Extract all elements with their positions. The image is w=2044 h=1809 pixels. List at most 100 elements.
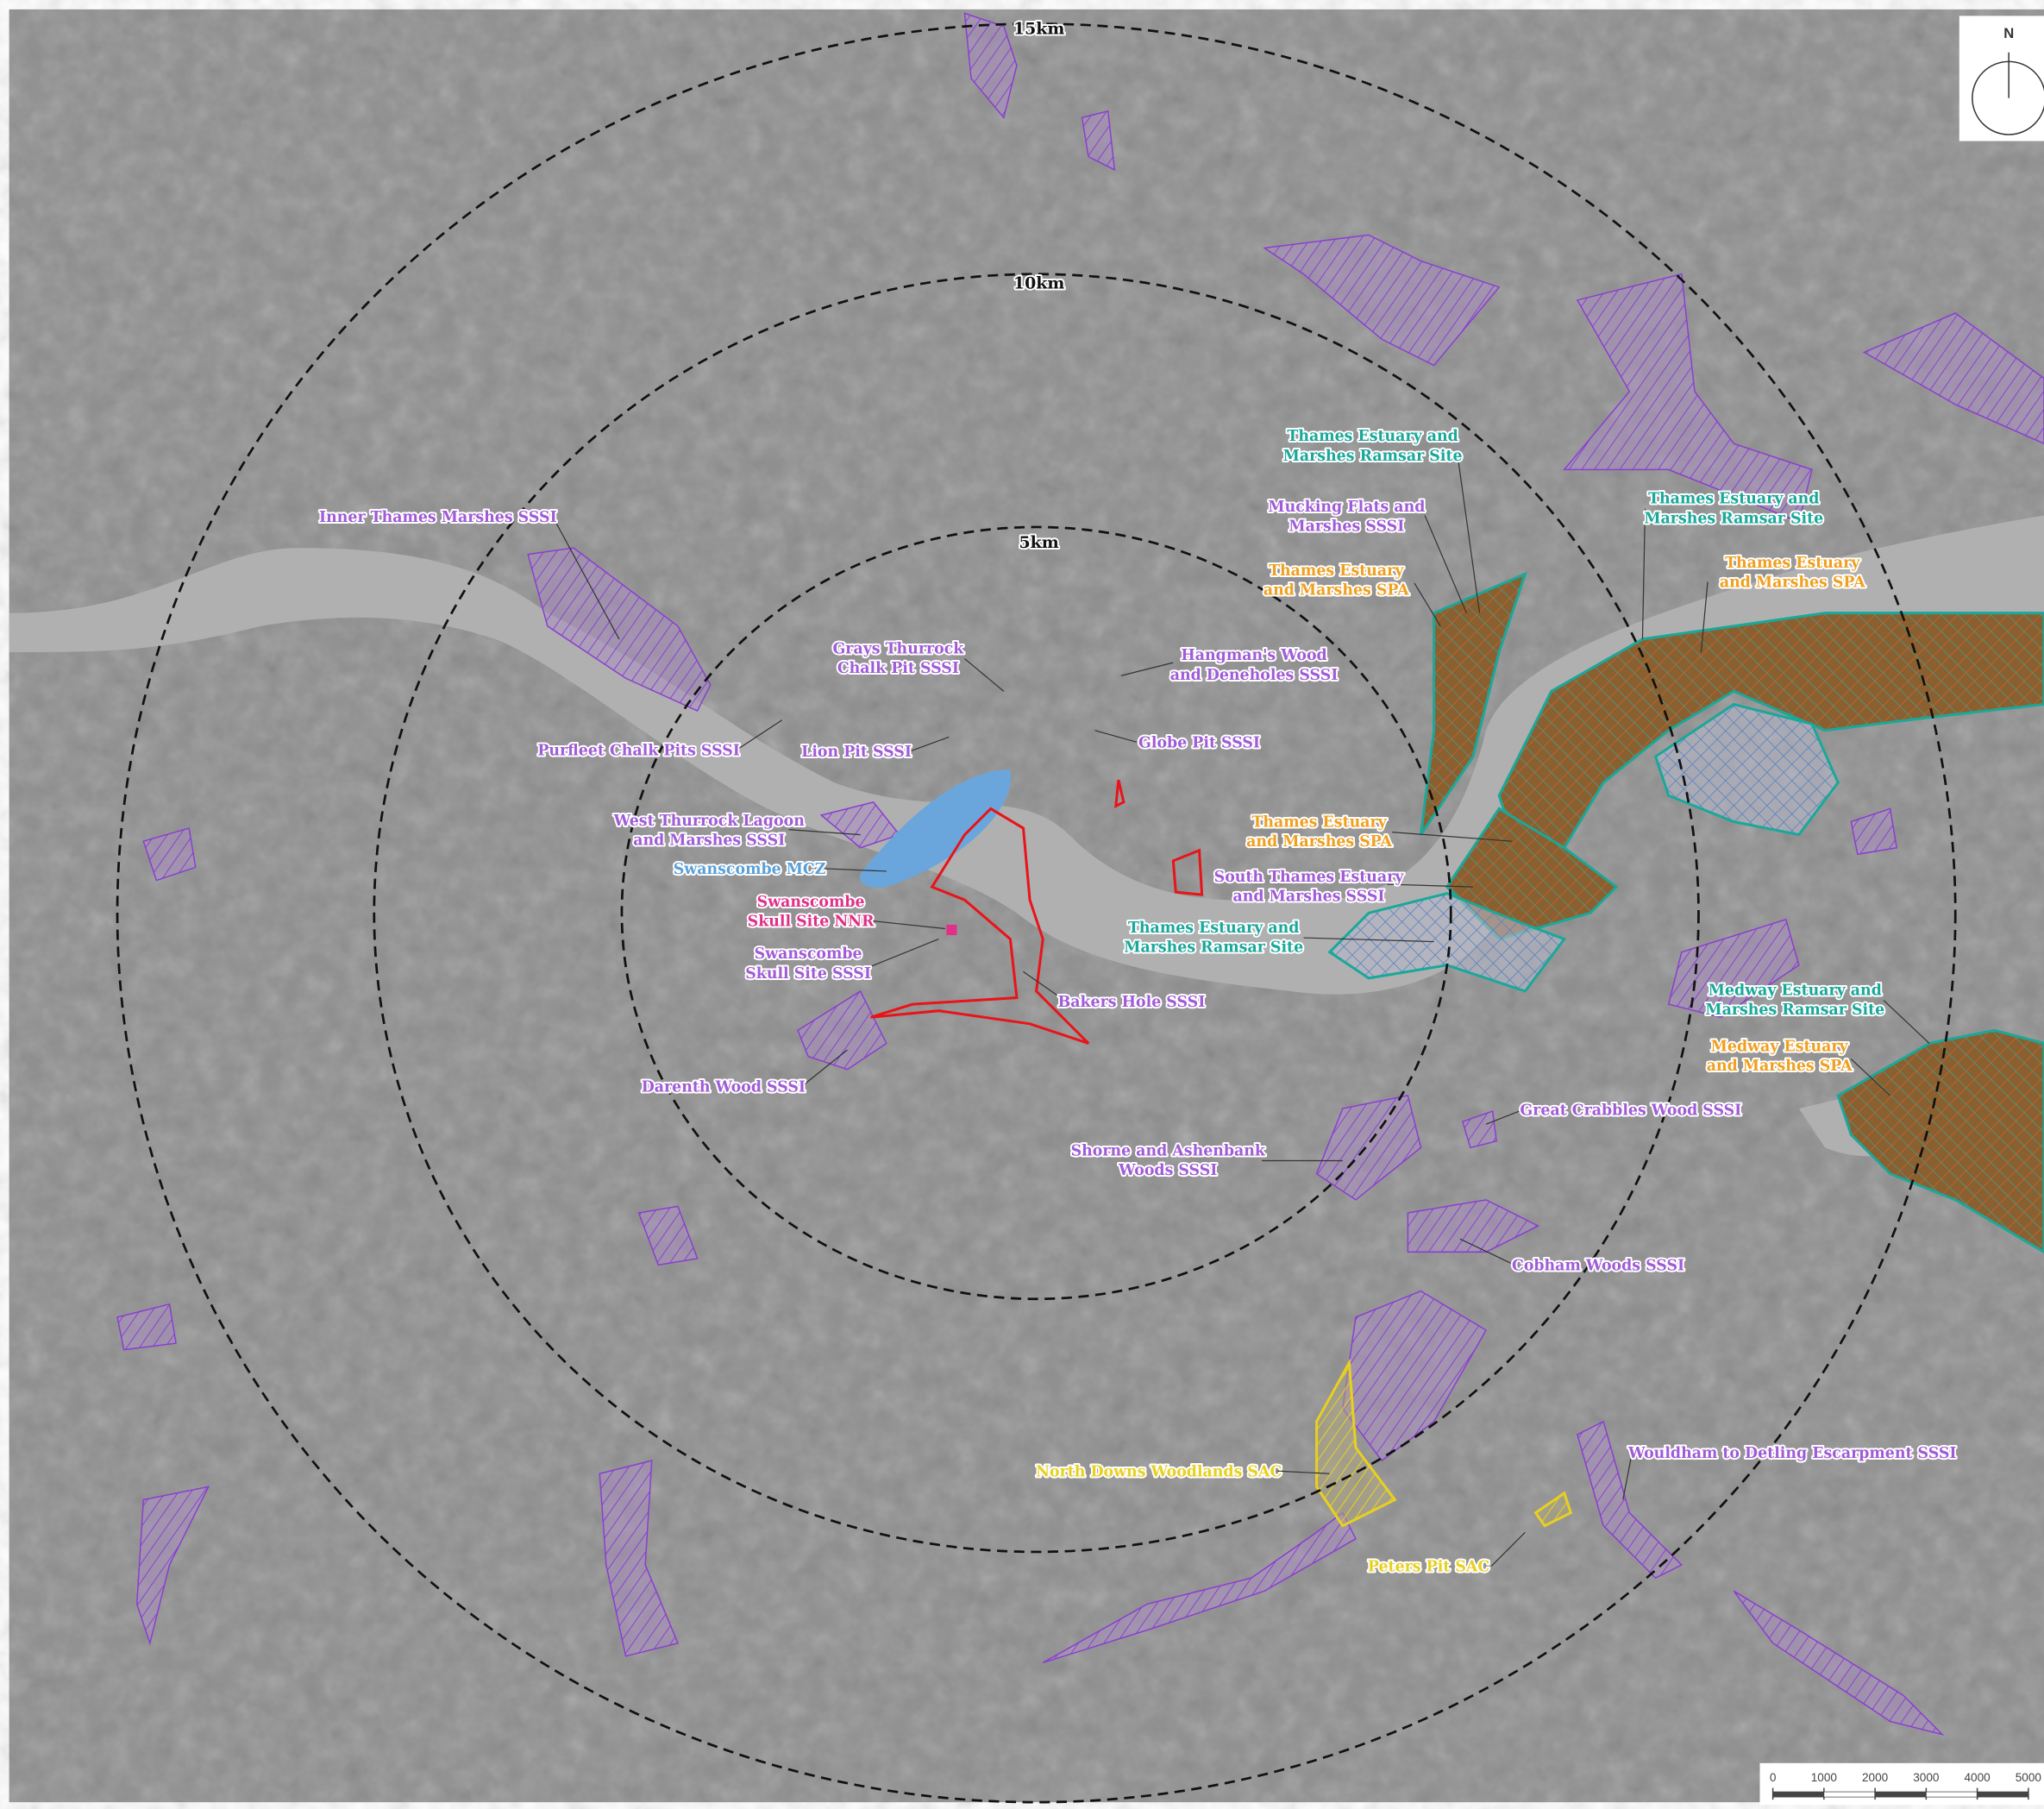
label-line: Marshes Ramsar Site xyxy=(1124,939,1303,957)
site-label: Globe Pit SSSI xyxy=(1138,734,1260,751)
sssi-area xyxy=(1862,312,2044,445)
label-line: Thames Estuary and xyxy=(1287,428,1458,445)
label-line: Thames Estuary xyxy=(1269,562,1404,580)
label-line: Thames Estuary and xyxy=(1648,491,1819,508)
label-line: Thames Estuary and xyxy=(1128,920,1299,937)
label-line: and Marshes SSSI xyxy=(1233,889,1385,906)
ramsar-south xyxy=(1327,892,1567,993)
site-label: Thames Estuary and Marshes SPA xyxy=(1720,555,1865,592)
leader-line xyxy=(552,516,620,640)
peters-pit-sac xyxy=(1533,1491,1573,1528)
label-line: Medway Estuary xyxy=(1711,1039,1849,1056)
leader-line xyxy=(801,1049,848,1087)
site-label: Medway Estuary and Marshes SPA xyxy=(1707,1039,1853,1076)
site-label: South Thames Estuary and Marshes SSSI xyxy=(1214,869,1405,906)
scale-segment xyxy=(1772,1791,1825,1798)
scale-segment xyxy=(1874,1791,1927,1798)
scale-box xyxy=(1759,1762,2044,1806)
label-line: and Marshes SPA xyxy=(1263,582,1409,600)
label-line: and Marshes SPA xyxy=(1246,833,1392,851)
label-line: Peters Pit SAC xyxy=(1368,1559,1489,1576)
label-line: Marshes Ramsar Site xyxy=(1283,448,1463,465)
label-line: Swanscombe MCZ xyxy=(674,861,826,878)
leader-line xyxy=(1490,1531,1526,1567)
label-line: Thames Estuary xyxy=(1725,555,1860,572)
label-line: Mucking Flats and xyxy=(1268,499,1425,516)
label-line: Purfleet Chalk Pits SSSI xyxy=(537,742,740,759)
mucking-flats xyxy=(1420,571,1527,836)
site-label: Cobham Woods SSSI xyxy=(1512,1257,1684,1274)
site-label: Swanscombe MCZ xyxy=(674,861,826,878)
thames-estuary-spa-north xyxy=(1497,612,2044,850)
label-line: Lion Pit SSSI xyxy=(801,744,912,761)
site-label: Thames Estuary and Marshes Ramsar Site xyxy=(1644,491,1823,528)
river-thames xyxy=(9,515,2044,995)
scale-segment xyxy=(1977,1791,2029,1798)
leader-line xyxy=(1850,1058,1891,1096)
north-downs-sac xyxy=(1315,1358,1397,1528)
sssi-area xyxy=(1667,918,1800,1019)
medway-spa xyxy=(1836,1028,2044,1254)
label-line: South Thames Estuary xyxy=(1214,869,1405,886)
project-site xyxy=(870,807,1090,1045)
label-line: Marshes SSSI xyxy=(1288,518,1404,535)
inner-thames-marshes xyxy=(527,547,712,713)
leader-line xyxy=(1457,454,1481,613)
sssi-area xyxy=(599,1460,680,1657)
north-arrow: N xyxy=(1959,16,2044,141)
leader-line xyxy=(1387,883,1473,888)
site-label: Grays Thurrock Chalk Pit SSSI xyxy=(832,641,964,678)
site-label: Thames Estuary and Marshes Ramsar Site xyxy=(1124,920,1303,957)
sssi-area xyxy=(1081,110,1116,172)
scale-tick-label: 5000 xyxy=(2016,1771,2042,1784)
leader-line xyxy=(1622,1452,1633,1500)
label-line: and Marshes SPA xyxy=(1720,574,1865,591)
sssi-area xyxy=(116,1303,177,1351)
leader-line xyxy=(1303,937,1434,943)
site-label: Medway Estuary and Marshes Ramsar Site xyxy=(1705,983,1884,1020)
site-label: Thames Estuary and Marshes SPA xyxy=(1246,814,1392,851)
label-line: Shorne and Ashenbank xyxy=(1071,1142,1266,1159)
label-line: North Downs Woodlands SAC xyxy=(1036,1463,1282,1480)
label-line: Marshes Ramsar Site xyxy=(1705,1002,1884,1019)
site-label: Hangman's Wood and Deneholes SSSI xyxy=(1170,647,1339,684)
site-label: Darenth Wood SSSI xyxy=(642,1078,806,1096)
leader-line xyxy=(870,938,939,967)
sssi-area xyxy=(135,1486,210,1646)
site-label: Swanscombe Skull Site NNR xyxy=(748,894,875,931)
label-line: Chalk Pit SSSI xyxy=(837,660,959,677)
label-line: Grays Thurrock xyxy=(832,641,964,658)
ring-label: 15km xyxy=(1013,20,1064,39)
site-label: Shorne and Ashenbank Woods SSSI xyxy=(1071,1142,1266,1179)
ring-label: 5km xyxy=(1019,533,1059,552)
scale-segment xyxy=(1823,1791,1876,1798)
sssi-area xyxy=(1263,234,1501,367)
swanscombe-nnr xyxy=(946,924,957,936)
ring xyxy=(620,525,1452,1301)
north-box xyxy=(1959,16,2044,141)
site-labels: Inner Thames Marshes SSSI Grays Thurrock C… xyxy=(317,426,1958,1577)
site-label: Bakers Hole SSSI xyxy=(1058,994,1206,1011)
label-line: Hangman's Wood xyxy=(1181,647,1326,664)
leader-line xyxy=(1424,515,1467,613)
label-line: Skull Site SSSI xyxy=(745,965,871,983)
label-line: West Thurrock Lagoon xyxy=(613,813,806,830)
leader-line xyxy=(1094,730,1138,743)
leader-line xyxy=(788,828,861,836)
site-label: Thames Estuary and Marshes Ramsar Site xyxy=(1283,428,1463,465)
scale-tick-label: 4000 xyxy=(1964,1771,1991,1784)
scale-bar: 0 1000 2000 3000 4000 5000 xyxy=(1759,1762,2044,1806)
site-label: Thames Estuary and Marshes SPA xyxy=(1263,562,1409,600)
sssi-area xyxy=(1563,273,1813,523)
label-line: Wouldham to Detling Escarpment SSSI xyxy=(1627,1445,1957,1462)
sssi-area xyxy=(142,827,197,882)
label-line: Globe Pit SSSI xyxy=(1138,734,1260,751)
leader-line xyxy=(1883,1000,1930,1044)
label-line: Bakers Hole SSSI xyxy=(1058,994,1206,1011)
ramsar-north xyxy=(1653,702,1840,837)
ring xyxy=(373,273,1700,1554)
label-line: Thames Estuary xyxy=(1251,814,1387,832)
site-label: West Thurrock Lagoon and Marshes SSSI xyxy=(613,813,806,850)
leader-line xyxy=(1414,582,1441,627)
